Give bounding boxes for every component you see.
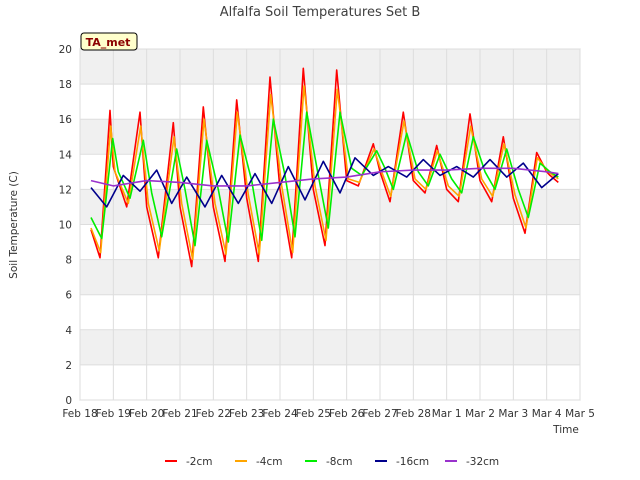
y-tick-label: 20: [59, 44, 72, 56]
series-layer: [90, 67, 559, 268]
x-tick-label: Mar 5: [565, 408, 595, 420]
ta-met-badge: TA_met: [80, 32, 138, 51]
x-axis-label: Time: [552, 424, 579, 436]
y-tick-label: 0: [65, 395, 72, 407]
x-tick-label: Feb 21: [162, 408, 197, 420]
y-tick-label: 10: [59, 220, 72, 232]
grid-band: [80, 259, 580, 295]
x-tick-label: Feb 24: [262, 408, 298, 420]
x-tick-label: Feb 25: [296, 408, 331, 420]
x-tick-label: Feb 27: [362, 408, 397, 420]
y-tick-label: 12: [59, 184, 72, 196]
y-axis-label: Soil Temperature (C): [8, 171, 20, 279]
x-tick-label: Mar 2: [465, 408, 495, 420]
y-tick-label: 14: [59, 149, 73, 161]
x-tick-label: Feb 19: [96, 408, 131, 420]
grid-band: [80, 49, 580, 85]
x-tick-label: Feb 20: [129, 408, 164, 420]
y-tick-label: 8: [65, 255, 72, 267]
y-tick-label: 6: [65, 290, 72, 302]
series-line-neg2cm: [90, 67, 559, 268]
series-line-neg32cm: [90, 167, 559, 187]
x-tick-label: Feb 23: [229, 408, 264, 420]
grid-band: [80, 119, 580, 155]
badge-label: TA_met: [86, 36, 131, 49]
x-tick-label: Feb 18: [62, 408, 97, 420]
legend-label: -4cm: [256, 456, 282, 468]
y-tick-label: 16: [59, 114, 73, 126]
legend-label: -16cm: [396, 456, 429, 468]
x-tick-label: Feb 28: [396, 408, 431, 420]
legend: -2cm -4cm -8cm -16cm -32cm: [165, 456, 499, 468]
y-axis-ticks: 0 2 4 6 8 10 12 14 16 18 20: [59, 44, 73, 407]
y-tick-label: 4: [65, 325, 72, 337]
x-tick-label: Mar 4: [532, 408, 562, 420]
x-tick-label: Feb 26: [329, 408, 365, 420]
x-tick-label: Mar 3: [498, 408, 528, 420]
x-tick-label: Feb 22: [196, 408, 231, 420]
legend-label: -2cm: [186, 456, 212, 468]
series-line-neg16cm: [90, 157, 559, 208]
y-tick-label: 18: [59, 79, 72, 91]
chart-title: Alfalfa Soil Temperatures Set B: [220, 5, 421, 20]
grid-band: [80, 329, 580, 365]
y-tick-label: 2: [65, 360, 72, 372]
legend-label: -8cm: [326, 456, 352, 468]
x-tick-label: Mar 1: [432, 408, 462, 420]
legend-label: -32cm: [466, 456, 499, 468]
